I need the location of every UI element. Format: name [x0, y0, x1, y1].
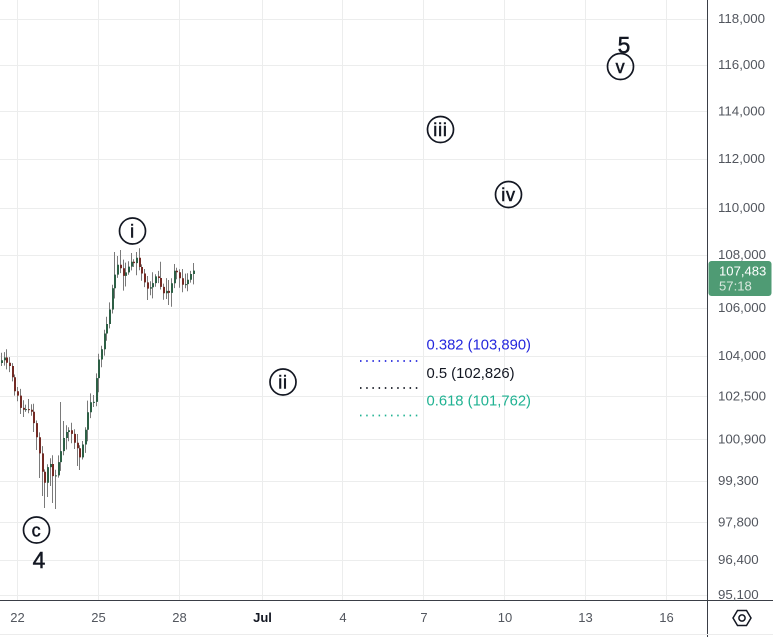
- svg-text:118,000: 118,000: [718, 11, 765, 26]
- svg-text:107,483: 107,483: [719, 264, 766, 279]
- svg-text:104,000: 104,000: [718, 348, 766, 363]
- svg-text:4: 4: [33, 547, 46, 573]
- svg-text:i: i: [130, 222, 135, 242]
- svg-text:96,400: 96,400: [718, 552, 759, 567]
- svg-text:v: v: [616, 57, 626, 77]
- svg-text:ii: ii: [278, 373, 288, 393]
- svg-text:112,000: 112,000: [718, 151, 765, 166]
- svg-text:100,900: 100,900: [718, 431, 766, 446]
- svg-text:57:18: 57:18: [719, 279, 752, 294]
- svg-text:c: c: [32, 521, 42, 541]
- svg-text:7: 7: [420, 610, 427, 625]
- svg-text:22: 22: [10, 610, 24, 625]
- svg-text:97,800: 97,800: [718, 514, 759, 529]
- svg-text:0.382 (103,890): 0.382 (103,890): [427, 338, 532, 354]
- svg-text:0.5 (102,826): 0.5 (102,826): [427, 366, 515, 382]
- svg-text:5: 5: [618, 32, 631, 58]
- svg-text:95,100: 95,100: [718, 587, 759, 602]
- svg-text:99,300: 99,300: [718, 473, 759, 488]
- svg-text:108,000: 108,000: [718, 247, 766, 262]
- svg-text:114,000: 114,000: [718, 103, 765, 118]
- svg-text:iii: iii: [433, 120, 447, 140]
- svg-text:110,000: 110,000: [718, 200, 765, 215]
- svg-text:116,000: 116,000: [718, 57, 765, 72]
- svg-text:iv: iv: [501, 185, 516, 205]
- svg-text:106,000: 106,000: [718, 300, 766, 315]
- svg-text:102,500: 102,500: [718, 388, 766, 403]
- svg-text:0.618 (101,762): 0.618 (101,762): [427, 394, 532, 410]
- svg-text:Jul: Jul: [253, 610, 272, 625]
- svg-text:28: 28: [172, 610, 186, 625]
- svg-text:13: 13: [578, 610, 592, 625]
- svg-text:16: 16: [659, 610, 673, 625]
- svg-text:25: 25: [91, 610, 105, 625]
- svg-text:4: 4: [339, 610, 346, 625]
- svg-text:10: 10: [498, 610, 512, 625]
